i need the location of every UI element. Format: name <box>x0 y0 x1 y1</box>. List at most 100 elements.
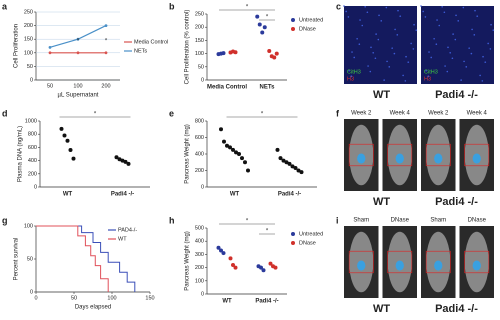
image-header: Sham <box>353 218 369 224</box>
nucleus <box>391 47 393 49</box>
x-tick-label: Padi4 -/- <box>111 192 134 198</box>
nucleus <box>481 80 484 82</box>
point <box>278 156 283 161</box>
nucleus <box>343 5 345 7</box>
point <box>267 48 272 53</box>
nucleus <box>407 61 410 63</box>
point <box>260 30 265 35</box>
nucleus <box>433 37 435 40</box>
point <box>221 51 226 56</box>
legend-swatch <box>291 27 295 31</box>
panel-letter: i <box>336 215 339 225</box>
y-tick-label: 200 <box>24 23 33 29</box>
point <box>262 25 267 30</box>
point <box>243 160 247 165</box>
nucleus <box>438 24 441 27</box>
x-tick-label: 200 <box>101 83 110 89</box>
nucleus <box>402 74 404 77</box>
nucleus <box>482 55 484 58</box>
nucleus <box>443 11 446 14</box>
nucleus <box>420 5 422 7</box>
point <box>257 22 262 27</box>
point <box>104 51 108 55</box>
nucleus <box>410 42 412 45</box>
significance: * <box>105 38 108 44</box>
y-tick-label: 50 <box>198 64 204 70</box>
y-tick-label: 100 <box>24 223 33 229</box>
y-axis-label: Pancreas Weight (mg) <box>185 231 191 291</box>
nucleus <box>435 43 438 46</box>
nucleus <box>383 79 385 81</box>
panel-letter: c <box>336 1 341 11</box>
point <box>219 127 223 132</box>
point <box>274 51 279 56</box>
x-tick-label: 100 <box>107 295 116 301</box>
x-tick-label: 50 <box>47 83 53 89</box>
y-tick-label: 100 <box>195 278 204 284</box>
nucleus <box>428 51 430 53</box>
nucleus <box>356 37 358 40</box>
legend-label: PAD4-/- <box>118 227 137 233</box>
point <box>233 265 238 270</box>
point <box>221 251 226 256</box>
image-header: Week 2 <box>428 111 449 117</box>
nucleus <box>446 70 449 73</box>
y-tick-label: 0 <box>201 77 204 83</box>
group-label: WT <box>373 89 390 101</box>
signal <box>357 260 366 271</box>
nucleus <box>487 42 489 45</box>
point <box>76 51 80 55</box>
nucleus <box>361 24 364 27</box>
x-tick-label: WT <box>222 299 232 305</box>
roi <box>387 250 413 274</box>
point <box>272 55 277 60</box>
nucleus <box>388 66 391 68</box>
point <box>287 161 292 166</box>
point <box>284 160 289 165</box>
nucleus <box>372 52 375 54</box>
panel-letter: g <box>2 215 8 225</box>
point <box>290 164 295 169</box>
point <box>273 265 278 270</box>
significance: * <box>261 112 264 118</box>
nucleus <box>479 74 481 77</box>
point <box>126 161 131 166</box>
point <box>259 265 263 270</box>
y-tick-label: 100 <box>24 50 33 56</box>
nucleus <box>377 38 380 41</box>
signal <box>434 260 443 271</box>
significance: * <box>246 5 249 11</box>
nucleus <box>375 33 377 35</box>
image-header: Week 4 <box>467 111 488 117</box>
significance: * <box>266 229 269 235</box>
point <box>219 248 223 253</box>
point <box>71 156 76 161</box>
point <box>123 159 128 164</box>
nucleus <box>492 29 495 31</box>
y-tick-label: 0 <box>30 77 33 83</box>
image-header: Week 4 <box>390 111 411 117</box>
point <box>48 45 52 49</box>
significance: * <box>94 112 97 118</box>
y-tick-label: 400 <box>195 239 204 245</box>
nucleus <box>436 19 438 21</box>
x-tick-label: 150 <box>145 295 154 301</box>
point <box>225 143 229 148</box>
point <box>296 168 301 173</box>
y-tick-label: 150 <box>195 38 204 44</box>
legend-label: Untreated <box>299 231 323 237</box>
nucleus <box>353 56 356 59</box>
y-tick-label: 200 <box>28 171 37 177</box>
nucleus <box>465 66 468 68</box>
legend-label: WT <box>118 236 127 242</box>
roi <box>464 143 490 167</box>
group-label: Padi4 -/- <box>435 196 478 208</box>
point <box>65 138 70 143</box>
y-tick-label: 250 <box>195 11 204 17</box>
point <box>120 158 125 163</box>
point <box>237 152 241 156</box>
y-tick-label: 400 <box>28 158 37 164</box>
point <box>228 256 233 261</box>
legend-label: DNase <box>299 240 316 246</box>
